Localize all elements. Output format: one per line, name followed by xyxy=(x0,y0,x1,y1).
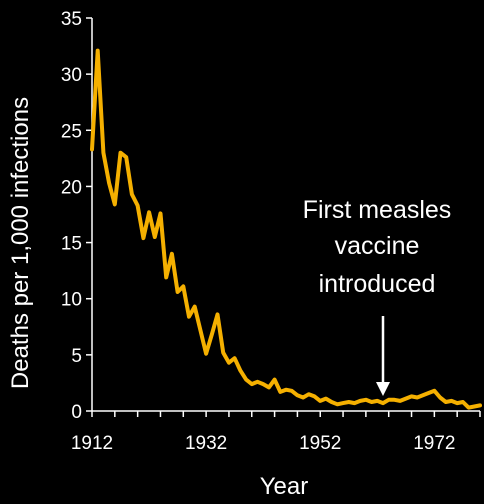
annotation-line-2: vaccine xyxy=(335,232,420,260)
y-tick-label: 25 xyxy=(61,121,82,142)
y-tick-label: 15 xyxy=(61,234,82,255)
x-tick-label: 1972 xyxy=(413,433,455,454)
annotation-line-1: First measles xyxy=(303,196,452,224)
x-tick-label: 1952 xyxy=(299,433,341,454)
y-tick-label: 20 xyxy=(61,177,82,198)
y-tick-label: 5 xyxy=(71,346,82,367)
x-axis-title: Year xyxy=(260,473,309,500)
y-axis-ticks: 0 5 10 15 20 25 30 35 xyxy=(61,9,92,423)
y-tick-label: 10 xyxy=(61,290,82,311)
annotation-line-3: introduced xyxy=(319,270,436,298)
y-tick-label: 35 xyxy=(61,9,82,30)
x-tick-label: 1932 xyxy=(185,433,227,454)
x-axis-ticks: 1912 1932 1952 1972 xyxy=(71,411,481,454)
death-rate-line xyxy=(90,48,482,410)
y-tick-label: 0 xyxy=(71,402,82,423)
y-axis-title: Deaths per 1,000 infections xyxy=(7,97,34,389)
annotation-arrow-head xyxy=(376,382,390,396)
y-tick-label: 30 xyxy=(61,65,82,86)
x-tick-label: 1912 xyxy=(71,433,113,454)
data-points xyxy=(91,50,481,408)
